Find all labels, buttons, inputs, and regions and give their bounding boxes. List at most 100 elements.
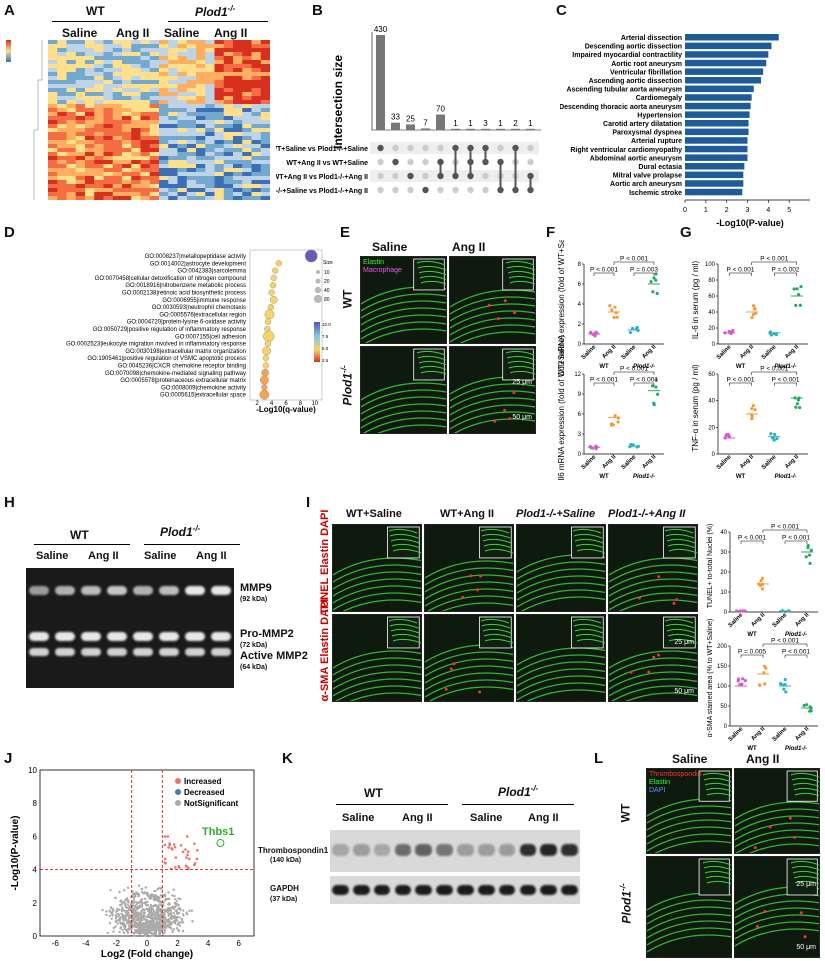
heatmap-cell bbox=[260, 188, 270, 193]
heatmap-cell bbox=[48, 112, 58, 117]
volcano-point bbox=[128, 913, 131, 917]
heatmap-cell bbox=[112, 164, 123, 169]
heatmap-cell bbox=[251, 164, 262, 169]
volcano-point bbox=[175, 917, 178, 920]
heatmap-cell bbox=[57, 156, 67, 161]
dotplot-wt: WT bbox=[599, 364, 609, 370]
heatmap-cell bbox=[85, 68, 95, 73]
dotplot-point bbox=[656, 392, 660, 396]
heatmap-cell bbox=[260, 120, 270, 125]
heatmap-cell bbox=[186, 116, 197, 121]
volcano-point bbox=[173, 845, 177, 849]
heatmap-cell bbox=[233, 164, 243, 169]
heatmap-cell bbox=[186, 196, 197, 200]
heatmap-cell bbox=[149, 188, 160, 193]
heatmap-cell bbox=[85, 44, 95, 49]
heatmap-cell bbox=[251, 100, 262, 105]
heatmap-cell bbox=[140, 164, 151, 169]
heatmap-cell bbox=[214, 152, 225, 157]
j-ytick: 6 bbox=[33, 832, 38, 841]
heatmap-cell bbox=[214, 172, 225, 177]
heatmap-cell bbox=[186, 96, 197, 101]
dotplot-tick-label: 40 bbox=[708, 399, 715, 405]
heatmap-cell bbox=[214, 144, 225, 149]
volcano-point bbox=[179, 844, 183, 847]
dotplot-ko: Plod1-/- bbox=[785, 632, 807, 638]
heatmap-cell bbox=[205, 40, 215, 45]
volcano-point bbox=[124, 906, 128, 909]
c-category-label: Arterial rupture bbox=[631, 138, 682, 145]
heatmap-cell bbox=[251, 60, 262, 65]
e-image-ko-angii: 25 μm 50 μm bbox=[449, 346, 536, 434]
dotplot-point bbox=[615, 315, 619, 319]
heatmap-cell bbox=[159, 136, 169, 141]
gel-band bbox=[55, 632, 75, 641]
dotplot-point bbox=[630, 326, 635, 331]
heatmap-cell bbox=[66, 116, 77, 121]
d-size-legend-label: 80 bbox=[324, 297, 330, 303]
heatmap-cell bbox=[149, 192, 160, 197]
heatmap-cell bbox=[103, 100, 114, 105]
volcano-point bbox=[159, 918, 163, 921]
heatmap-cell bbox=[103, 188, 114, 193]
upset-dot bbox=[437, 186, 444, 194]
dotplot-tick-label: 0 bbox=[712, 342, 716, 348]
heatmap-cell bbox=[233, 104, 243, 109]
heatmap-cell bbox=[260, 48, 270, 53]
wb-band-thbs1 bbox=[394, 844, 412, 856]
heatmap-cell bbox=[186, 52, 197, 57]
heatmap-cell bbox=[196, 72, 206, 77]
heatmap-cell bbox=[48, 84, 58, 89]
volcano-point bbox=[126, 886, 130, 889]
c-category-label: Hypertension bbox=[637, 112, 682, 119]
heatmap-cell bbox=[233, 92, 243, 97]
heatmap-cell bbox=[48, 144, 58, 149]
heatmap-cell bbox=[168, 128, 178, 133]
volcano-point bbox=[163, 931, 166, 934]
heatmap-cell bbox=[205, 88, 215, 93]
heatmap-cell bbox=[94, 96, 104, 101]
heatmap-cell bbox=[159, 120, 169, 125]
heatmap-cell bbox=[168, 76, 178, 81]
volcano-point bbox=[136, 917, 139, 921]
dotplot-point bbox=[809, 548, 813, 552]
heatmap-cell bbox=[168, 184, 178, 189]
heatmap-cell bbox=[177, 172, 188, 177]
gel-band bbox=[211, 632, 231, 641]
e-scale-50: 50 μm bbox=[512, 414, 532, 421]
dotplot-point bbox=[612, 315, 616, 320]
heatmap-cell bbox=[66, 112, 77, 117]
heatmap-cell bbox=[214, 64, 225, 69]
heatmap-cell bbox=[196, 44, 206, 49]
heatmap-cell bbox=[66, 40, 77, 45]
dotplot-pvalue: P < 0.001 bbox=[771, 524, 799, 531]
heatmap-cell bbox=[205, 92, 215, 97]
heatmap-cell bbox=[66, 184, 77, 189]
dotplot-pvalue: P < 0.001 bbox=[772, 377, 800, 384]
heatmap-cell bbox=[75, 108, 86, 113]
heatmap-cell bbox=[112, 124, 123, 129]
heatmap-cell bbox=[112, 120, 123, 125]
heatmap-cell bbox=[159, 172, 169, 177]
heatmap-cell bbox=[242, 68, 252, 73]
heatmap-cell bbox=[223, 180, 234, 185]
volcano-point bbox=[185, 856, 188, 859]
heatmap-cell bbox=[223, 188, 234, 193]
c-category-label: Ischemic stroke bbox=[629, 190, 682, 197]
heatmap-cell bbox=[112, 96, 123, 101]
dotplot-point bbox=[802, 703, 806, 708]
heatmap-cell bbox=[223, 64, 234, 69]
heatmap-cell bbox=[94, 184, 104, 189]
volcano-point bbox=[193, 842, 196, 845]
volcano-point bbox=[174, 866, 177, 869]
volcano-point bbox=[125, 914, 128, 917]
heatmap-cell bbox=[149, 88, 160, 93]
heatmap-cell bbox=[103, 156, 114, 161]
heatmap-cell bbox=[214, 164, 225, 169]
heatmap-cell bbox=[205, 60, 215, 65]
heatmap-cell bbox=[112, 52, 123, 57]
heatmap-cell bbox=[223, 40, 234, 45]
wb-band-gapdh bbox=[457, 885, 474, 895]
heatmap-cell bbox=[159, 96, 169, 101]
heatmap-cell bbox=[48, 80, 58, 85]
